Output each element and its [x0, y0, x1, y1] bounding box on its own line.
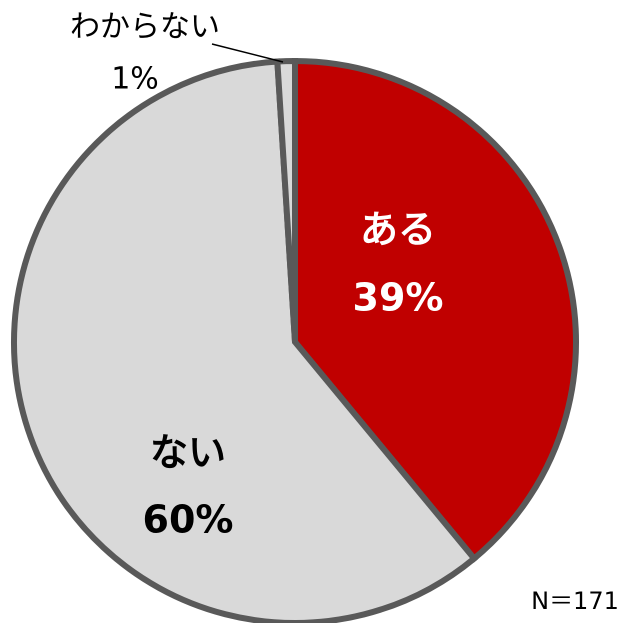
pie-slice: [11, 58, 479, 623]
leader-line: [211, 43, 284, 63]
slice-value-label: 60%: [143, 498, 234, 542]
slice-name-label: ない: [150, 431, 226, 475]
sample-size-note: N＝171: [531, 587, 619, 615]
slice-value-label: 39%: [353, 276, 444, 320]
slice-name-label: わからない: [70, 10, 220, 45]
slice-name-label: ある: [360, 208, 436, 252]
pie-slice: [292, 57, 579, 563]
slice-value-label: 1%: [111, 62, 159, 97]
pie-slice: [274, 57, 298, 343]
pie: [11, 57, 579, 623]
